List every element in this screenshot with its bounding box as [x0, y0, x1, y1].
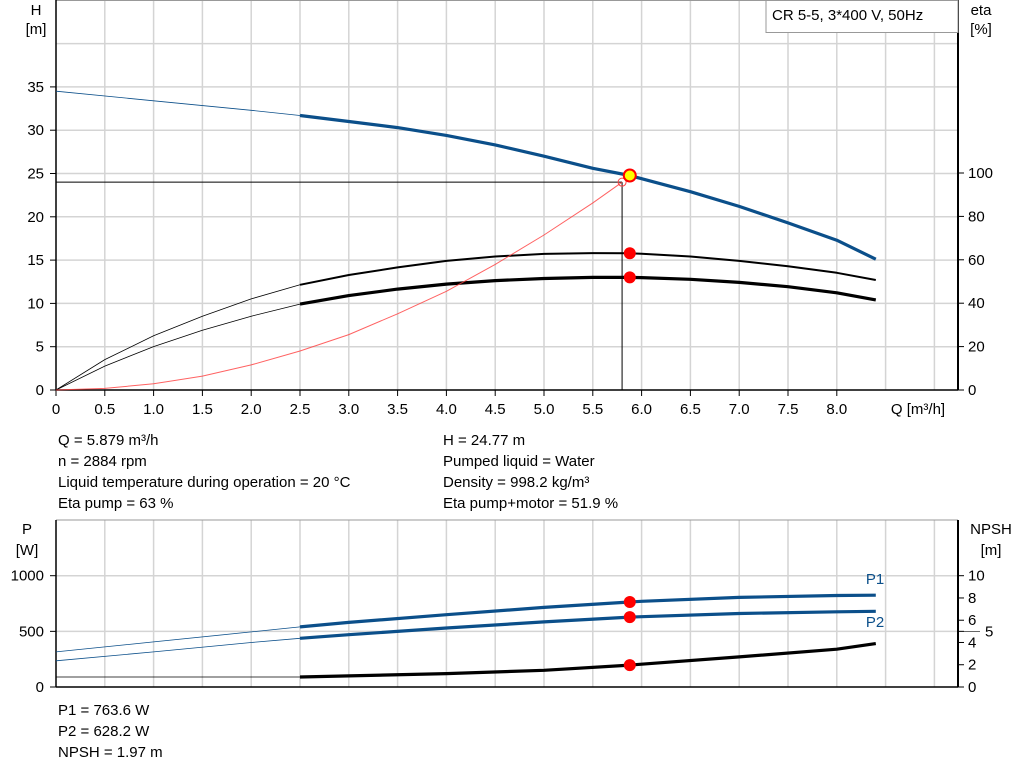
- info-p2: P2 = 628.2 W: [58, 723, 150, 740]
- y2-axis-unit: [m]: [981, 542, 1002, 559]
- series-label-p2: P2: [866, 614, 884, 631]
- curve-eta_pump_motor-line: [299, 275, 877, 306]
- y2-tick-label: 0: [968, 679, 976, 696]
- title-box: [765, 0, 959, 33]
- info-eta-pump-motor: Eta pump+motor = 51.9 %: [443, 495, 619, 512]
- x-tick-label: 4.5: [485, 401, 506, 418]
- x-tick-label: 0: [52, 401, 60, 418]
- curve-system-thin: [55, 181, 623, 391]
- y-tick-label: 500: [19, 623, 44, 640]
- x-tick-label: 1.5: [192, 401, 213, 418]
- info-bottom: P1 = 763.6 W P2 = 628.2 W NPSH = 1.97 m: [58, 700, 163, 763]
- npsh-marker: [623, 659, 636, 672]
- chart-title: CR 5-5, 3*400 V, 50Hz: [772, 7, 923, 24]
- info-left: Q = 5.879 m³/h n = 2884 rpm Liquid tempe…: [58, 430, 350, 514]
- y2-tick-label: 40: [968, 295, 985, 312]
- info-liquid: Pumped liquid = Water: [443, 453, 595, 470]
- eta-pump-marker: [623, 247, 636, 260]
- y-tick-label: 15: [27, 252, 44, 269]
- y-axis-unit: [W]: [16, 542, 39, 559]
- y-axis-name: H: [31, 2, 42, 19]
- y-tick-label: 1000: [11, 568, 44, 585]
- operating-point-marker: [622, 168, 637, 183]
- info-density: Density = 998.2 kg/m³: [443, 474, 590, 491]
- x-tick-label: 0.5: [94, 401, 115, 418]
- y-tick-label: 0: [36, 679, 44, 696]
- x-tick-label: 5.5: [582, 401, 603, 418]
- x-tick-label: 8.0: [826, 401, 847, 418]
- y-tick-label: 25: [27, 166, 44, 183]
- curve-H-line: [299, 113, 877, 261]
- info-right: H = 24.77 m Pumped liquid = Water Densit…: [443, 430, 618, 514]
- eta-pump-motor-marker: [623, 271, 636, 284]
- info-h: H = 24.77 m: [443, 432, 526, 449]
- x-tick-label: 7.5: [778, 401, 799, 418]
- curve-eta_pump_motor-thin: [55, 303, 301, 391]
- x-tick-label: 2.0: [241, 401, 262, 418]
- x-tick-label: 6.5: [680, 401, 701, 418]
- reference-point-marker: [617, 177, 627, 187]
- x-axis-label: Q [m³/h]: [891, 401, 945, 418]
- x-tick-label: 3.0: [338, 401, 359, 418]
- y2-tick-label: 6: [968, 612, 976, 629]
- curve-P1-thin: [55, 626, 301, 653]
- y-tick-label: 30: [27, 122, 44, 139]
- y2-axis-name: NPSH: [970, 521, 1012, 538]
- y2-axis-unit: [%]: [970, 21, 992, 38]
- info-eta-pump: Eta pump = 63 %: [58, 495, 174, 512]
- info-q: Q = 5.879 m³/h: [58, 432, 159, 449]
- curve-NPSH-line: [299, 642, 877, 679]
- curve-H-thin: [55, 90, 301, 116]
- y2-tick-label: 20: [968, 339, 985, 356]
- curve-P2-line: [299, 609, 876, 640]
- info-p1: P1 = 763.6 W: [58, 702, 150, 719]
- y2-tick-label: 0: [968, 382, 976, 399]
- x-tick-label: 2.5: [290, 401, 311, 418]
- x-tick-label: 6.0: [631, 401, 652, 418]
- y-tick-label: 35: [27, 79, 44, 96]
- y2-tick-label: 2: [968, 657, 976, 674]
- y2-tick-label: 10: [968, 568, 985, 585]
- y2-tick-label: 80: [968, 208, 985, 225]
- p2-marker: [623, 611, 636, 624]
- y2-tick-label: 5: [985, 623, 993, 640]
- y2-tick-label: 100: [968, 165, 993, 182]
- y-tick-label: 10: [27, 295, 44, 312]
- x-tick-label: 4.0: [436, 401, 457, 418]
- y-tick-label: 20: [27, 209, 44, 226]
- x-tick-label: 7.0: [729, 401, 750, 418]
- y2-tick-label: 8: [968, 590, 976, 607]
- series-label-p1: P1: [866, 571, 884, 588]
- y-tick-label: 0: [36, 382, 44, 399]
- y-axis-unit: [m]: [26, 21, 47, 38]
- curve-P2-thin: [55, 637, 301, 662]
- y-tick-label: 5: [36, 339, 44, 356]
- info-temperature: Liquid temperature during operation = 20…: [58, 474, 351, 491]
- p1-marker: [623, 596, 636, 609]
- y2-tick-label: 60: [968, 252, 985, 269]
- curve-eta_pump-line: [299, 252, 876, 286]
- x-tick-label: 5.0: [534, 401, 555, 418]
- x-tick-label: 1.0: [143, 401, 164, 418]
- y-axis-name: P: [22, 521, 32, 538]
- curve-eta_pump-thin: [55, 284, 301, 391]
- info-n: n = 2884 rpm: [58, 453, 147, 470]
- info-npsh: NPSH = 1.97 m: [58, 744, 163, 761]
- y2-tick-label: 4: [968, 634, 976, 651]
- x-tick-label: 3.5: [387, 401, 408, 418]
- y2-axis-name: eta: [971, 2, 993, 19]
